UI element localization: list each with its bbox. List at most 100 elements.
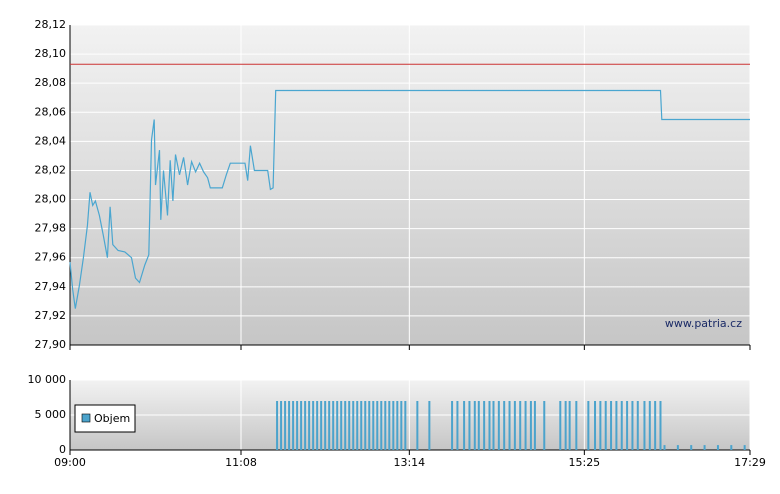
volume-bar — [559, 401, 562, 450]
volume-bar — [743, 445, 746, 450]
volume-bar — [508, 401, 511, 450]
volume-bar — [384, 401, 387, 450]
volume-bar — [492, 401, 495, 450]
volume-bar — [529, 401, 532, 450]
watermark: www.patria.cz — [665, 317, 742, 330]
volume-bar — [663, 445, 666, 450]
volume-bar — [364, 401, 367, 450]
volume-bar — [328, 401, 331, 450]
y-tick-label: 5 000 — [35, 408, 67, 421]
volume-bar — [690, 445, 693, 450]
volume-bar — [336, 401, 339, 450]
volume-bar — [631, 401, 634, 450]
x-tick-label: 09:00 — [54, 456, 86, 469]
volume-bar — [380, 401, 383, 450]
volume-bar — [599, 401, 602, 450]
volume-bar — [368, 401, 371, 450]
volume-bar — [312, 401, 315, 450]
volume-bar — [636, 401, 639, 450]
volume-bar — [376, 401, 379, 450]
volume-bar — [404, 401, 407, 450]
legend-label: Objem — [94, 412, 130, 425]
volume-bar — [716, 445, 719, 450]
volume-bar — [503, 401, 506, 450]
volume-bar — [316, 401, 319, 450]
volume-bar — [575, 401, 578, 450]
x-tick-label: 15:25 — [568, 456, 600, 469]
y-tick-label: 28,00 — [35, 193, 67, 206]
y-tick-label: 27,90 — [35, 338, 67, 351]
volume-bar — [626, 401, 629, 450]
x-tick-label: 13:14 — [393, 456, 425, 469]
volume-bar — [332, 401, 335, 450]
volume-bar — [513, 401, 516, 450]
volume-bar — [648, 401, 651, 450]
x-tick-label: 17:29 — [734, 456, 766, 469]
volume-bar — [654, 401, 657, 450]
volume-bar — [400, 401, 403, 450]
volume-bar — [292, 401, 295, 450]
y-tick-label: 28,02 — [35, 163, 67, 176]
volume-bar — [304, 401, 307, 450]
volume-bar — [416, 401, 419, 450]
volume-bar — [468, 401, 471, 450]
volume-bar — [356, 401, 359, 450]
volume-bar — [615, 401, 618, 450]
volume-bar — [340, 401, 343, 450]
volume-bar — [288, 401, 291, 450]
volume-bar — [360, 401, 363, 450]
volume-bar — [620, 401, 623, 450]
volume-bar — [488, 401, 491, 450]
volume-bar — [477, 401, 480, 450]
volume-bar — [296, 401, 299, 450]
volume-bar — [730, 445, 733, 450]
x-tick-label: 11:08 — [225, 456, 257, 469]
volume-bar — [610, 401, 613, 450]
volume-bar — [483, 401, 486, 450]
price-line — [69, 89, 750, 309]
y-tick-label: 27,92 — [35, 309, 67, 322]
plot-area — [70, 25, 750, 345]
volume-bar — [676, 445, 679, 450]
volume-bar — [533, 401, 536, 450]
volume-bar — [456, 401, 459, 450]
volume-bar — [519, 401, 522, 450]
y-tick-label: 28,10 — [35, 47, 67, 60]
y-tick-label: 27,94 — [35, 280, 67, 293]
volume-bar — [320, 401, 323, 450]
volume-bar — [451, 401, 454, 450]
y-tick-label: 28,06 — [35, 105, 67, 118]
volume-bar — [659, 401, 662, 450]
volume-bar — [594, 401, 597, 450]
volume-bar — [276, 401, 279, 450]
volume-bar — [352, 401, 355, 450]
volume-bar — [344, 401, 347, 450]
volume-bar — [568, 401, 571, 450]
y-tick-label: 28,04 — [35, 134, 67, 147]
y-tick-label: 0 — [59, 443, 66, 456]
volume-bar — [348, 401, 351, 450]
legend-swatch — [81, 413, 91, 423]
volume-bar — [308, 401, 311, 450]
volume-bar — [524, 401, 527, 450]
y-tick-label: 10 000 — [28, 373, 67, 386]
volume-bar — [543, 401, 546, 450]
y-tick-label: 28,12 — [35, 18, 67, 31]
volume-bar — [392, 401, 395, 450]
volume-bar — [372, 401, 375, 450]
volume-bar — [300, 401, 303, 450]
volume-bar — [324, 401, 327, 450]
volume-bar — [396, 401, 399, 450]
volume-bar — [643, 401, 646, 450]
volume-bar — [463, 401, 466, 450]
volume-bar — [388, 401, 391, 450]
volume-bar — [284, 401, 287, 450]
y-tick-label: 27,96 — [35, 251, 67, 264]
volume-bar — [473, 401, 476, 450]
y-tick-label: 27,98 — [35, 222, 67, 235]
volume-bar — [604, 401, 607, 450]
volume-bar — [497, 401, 500, 450]
y-tick-label: 28,08 — [35, 76, 67, 89]
volume-bar — [703, 445, 706, 450]
